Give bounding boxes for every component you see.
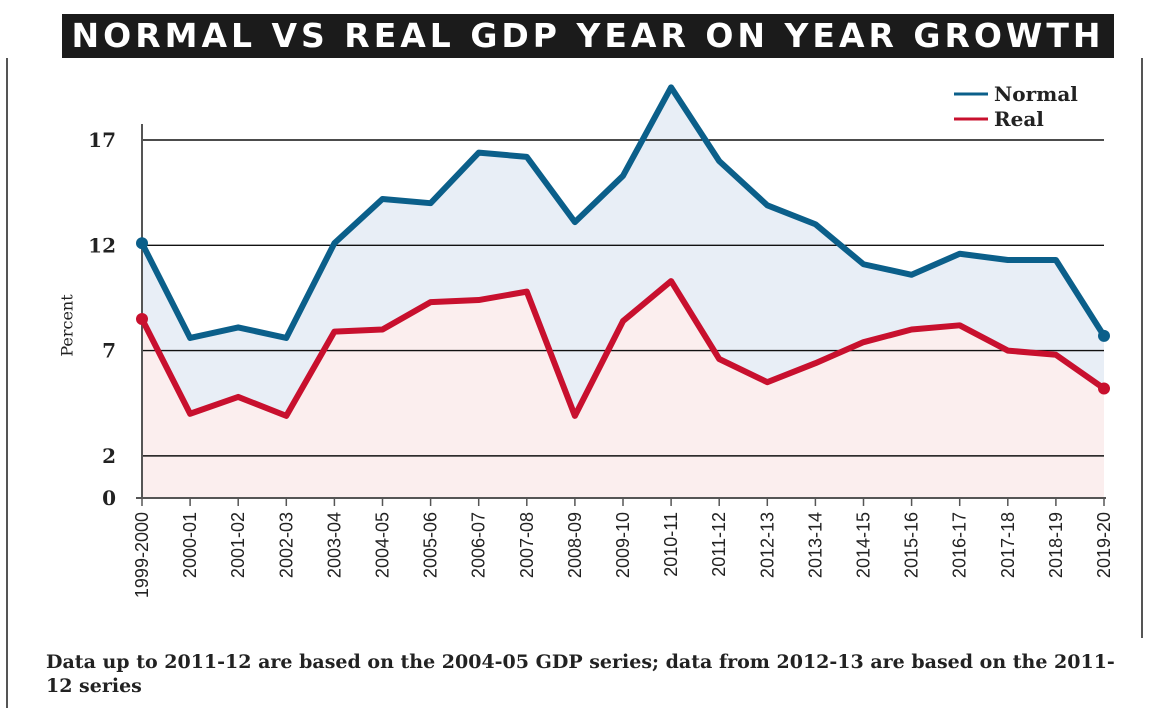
x-tick-label: 2018-19: [1046, 512, 1066, 578]
frame-left-rule: [6, 58, 8, 708]
gridlines: [142, 139, 1104, 457]
x-tick-label: 2019-20: [1094, 512, 1114, 578]
x-tick-label: 2004-05: [373, 512, 393, 578]
x-tick-label: 2011-12: [709, 512, 729, 577]
footnote: Data up to 2011-12 are based on the 2004…: [46, 651, 1115, 697]
area-fills: [142, 87, 1104, 499]
x-tick-label: 2016-17: [950, 512, 970, 578]
y-axis-label: Percent: [57, 294, 77, 357]
x-tick-label: 2007-08: [517, 512, 537, 578]
x-tick-label: 1999-2000: [132, 512, 152, 598]
x-tick-label: 2010-11: [661, 512, 681, 577]
data-point-real: [136, 313, 148, 325]
x-tick-label: 2003-04: [324, 512, 344, 578]
y-tick-label: 12: [88, 233, 116, 257]
tick-labels: 0 2 7 12 17 1999-2000 2000-01 2001-02 2002-03 200…: [88, 128, 1114, 598]
x-tick-label: 2014-15: [854, 512, 874, 578]
x-tick-label: 2017-18: [998, 512, 1018, 578]
y-tick-label: 0: [102, 486, 116, 510]
legend-label-normal: Normal: [994, 82, 1078, 106]
x-tick-label: 2000-01: [180, 512, 200, 578]
area-fill-real: [142, 281, 1104, 498]
x-tick-label: 2008-09: [565, 512, 585, 578]
frame-right-rule: [1141, 58, 1143, 638]
x-tick-label: 2001-02: [228, 512, 248, 578]
x-tick-label: 2005-06: [421, 512, 441, 578]
x-tick-label: 2012-13: [757, 512, 777, 578]
y-tick-label: 17: [88, 128, 116, 152]
y-tick-label: 2: [102, 444, 116, 468]
data-point-normal: [136, 237, 148, 250]
y-tick-label: 7: [102, 339, 116, 363]
series-lines: [136, 84, 1110, 419]
x-tick-label: 2009-10: [613, 512, 633, 578]
legend-label-real: Real: [994, 107, 1044, 131]
chart-title: NORMAL VS REAL GDP YEAR ON YEAR GROWTH: [62, 14, 1114, 58]
data-point-real: [1098, 382, 1110, 395]
axes: [136, 124, 1106, 506]
x-tick-label: 2002-03: [276, 512, 296, 578]
x-tick-label: 2006-07: [469, 512, 489, 578]
x-tick-label: 2015-16: [902, 512, 922, 578]
x-tick-label: 2013-14: [805, 512, 825, 578]
data-point-normal: [1098, 329, 1110, 342]
